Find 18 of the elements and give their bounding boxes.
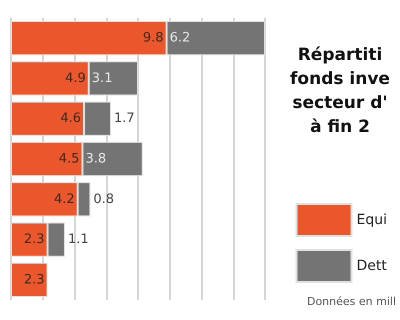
data-label: 2.3 <box>24 272 45 288</box>
bar <box>11 262 48 297</box>
data-label: 1.7 <box>114 111 135 126</box>
data-label: 9.8 <box>142 30 164 46</box>
text: Répartiti fonds inve secteur d' à fin 2 <box>290 45 390 137</box>
data-label: 4.2 <box>54 192 75 207</box>
data-label: 4.9 <box>65 70 86 86</box>
data-label: 3.8 <box>85 152 106 166</box>
data-label: 4.5 <box>58 152 80 166</box>
legend-label: Equi <box>356 212 388 228</box>
data-label: 1.1 <box>68 232 89 248</box>
legend-label: Dett <box>356 258 388 274</box>
data-label: 4.6 <box>60 111 82 126</box>
data-label: 6.2 <box>170 30 190 46</box>
data-label: 3.1 <box>92 70 112 86</box>
data-label: 0.8 <box>93 192 114 207</box>
data-label: 2.3 <box>24 232 45 248</box>
text: Données en mill <box>306 295 396 308</box>
